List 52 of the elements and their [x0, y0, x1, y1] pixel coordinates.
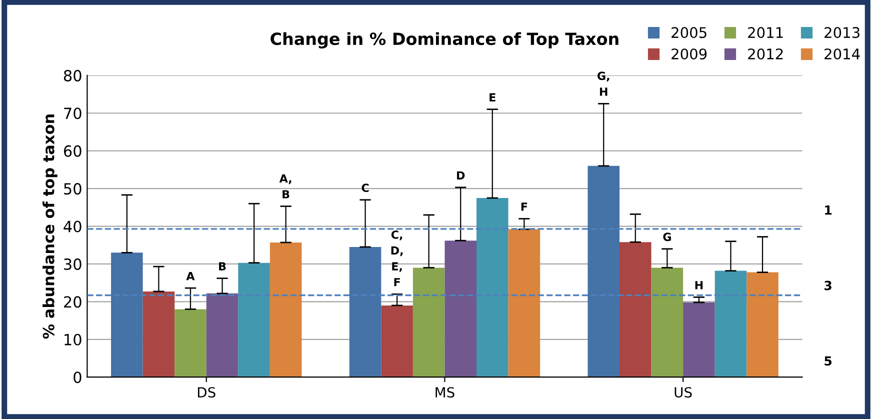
bar [508, 229, 540, 378]
bar [381, 305, 413, 378]
y-tick-label: 70 [64, 108, 82, 120]
legend-label: 2013 [824, 27, 860, 38]
x-tick-label: DS [198, 387, 216, 398]
bar [412, 268, 445, 378]
chart-title: Change in % Dominance of Top Taxon [270, 32, 618, 48]
legend-label: 2012 [748, 48, 783, 60]
y-tick-label: 0 [74, 372, 82, 384]
bar [206, 293, 238, 378]
annotation: G [663, 232, 671, 242]
annotation: D [457, 171, 465, 180]
bar [620, 242, 652, 378]
bar [270, 242, 302, 378]
text: 1 [825, 206, 832, 215]
legend-label: 2005 [672, 27, 706, 38]
y-tick-label: 40 [64, 220, 82, 232]
x-tick-label: US [674, 387, 692, 398]
y-tick-label: 50 [64, 183, 82, 195]
y-tick-label: 60 [64, 145, 82, 157]
bar [111, 252, 143, 378]
y-tick-label: 20 [64, 296, 82, 308]
bar [588, 166, 620, 378]
annotation: C, D, E, F [391, 230, 403, 286]
legend-label: 2009 [672, 48, 707, 60]
bar [714, 270, 747, 378]
bar [238, 262, 270, 378]
annotation: A, B [279, 174, 292, 198]
bar [142, 292, 175, 378]
legend-label: 2011 [748, 27, 783, 38]
legend-label: 2014 [824, 48, 860, 60]
annotation: B [219, 262, 226, 270]
annotation: G, H [598, 72, 610, 96]
annotation: A [186, 272, 195, 280]
annotation: H [695, 281, 703, 290]
bar [349, 247, 382, 378]
bar [444, 240, 476, 378]
y-tick-label: 10 [64, 334, 82, 346]
annotation: C [362, 184, 369, 192]
bar [651, 268, 684, 378]
y-axis-title: % abundance of top taxon [42, 114, 58, 339]
bar [683, 302, 715, 378]
y-tick-label: 80 [64, 70, 82, 82]
text: 3 [824, 280, 832, 290]
text: 5 [824, 356, 832, 366]
bar [174, 309, 206, 378]
x-tick-label: MS [436, 387, 454, 398]
bar [476, 198, 508, 378]
annotation: F [521, 202, 528, 211]
y-tick-label: 30 [64, 258, 82, 270]
annotation: E [490, 93, 496, 102]
bar [746, 272, 778, 378]
